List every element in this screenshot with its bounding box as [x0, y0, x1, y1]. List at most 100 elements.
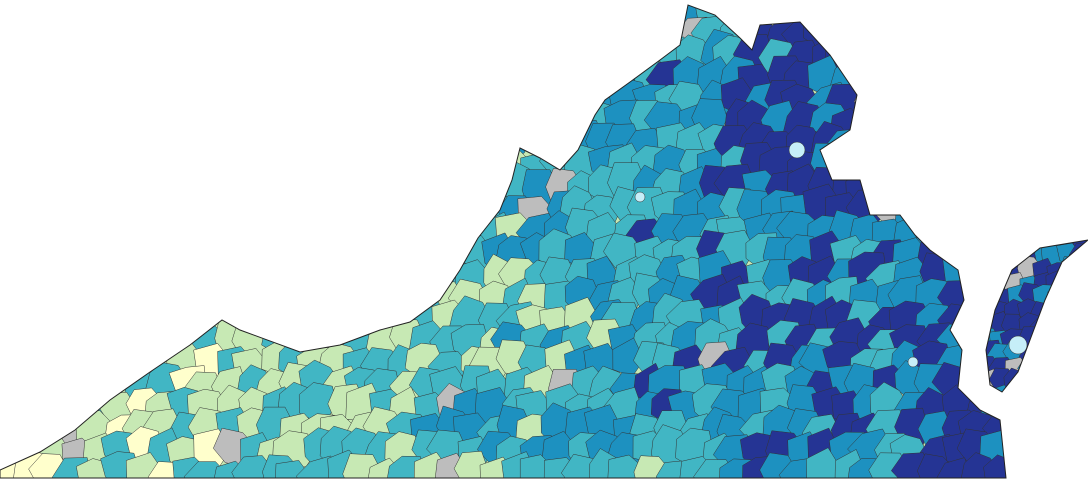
map-region: [31, 85, 73, 120]
map-region: [171, 77, 212, 116]
map-region: [898, 76, 933, 114]
map-region: [77, 102, 119, 143]
map-region: [1033, 325, 1059, 350]
eastern-shore-outline: [985, 239, 1088, 393]
map-region: [983, 454, 1006, 478]
map-region: [1056, 367, 1084, 392]
map-region: [937, 17, 977, 57]
map-region: [295, 303, 340, 341]
map-region: [917, 195, 958, 232]
map-region: [272, 148, 318, 188]
map-region: [274, 192, 313, 230]
map-region: [1014, 370, 1040, 392]
map-region: [16, 126, 56, 161]
map-region: [493, 5, 530, 28]
map-region: [33, 107, 73, 140]
map-region: [191, 12, 229, 52]
map-region: [77, 235, 121, 273]
map-region: [231, 98, 268, 141]
map-region: [829, 140, 866, 179]
map-region: [34, 304, 75, 344]
map-region: [1058, 284, 1086, 310]
map-region: [936, 188, 977, 224]
map-region: [380, 103, 423, 144]
map-region: [324, 102, 362, 139]
map-region: [987, 205, 1006, 244]
map-region: [958, 206, 998, 250]
map-region: [124, 276, 167, 316]
map-region: [563, 36, 600, 70]
map-region: [99, 322, 140, 360]
map-region: [144, 38, 178, 74]
map-region: [957, 7, 995, 52]
map-region: [389, 169, 432, 204]
map-region: [916, 151, 954, 192]
map-region: [62, 16, 100, 56]
map-region: [471, 142, 515, 184]
map-region: [79, 323, 121, 359]
map-region: [128, 54, 163, 93]
map-region: [1069, 282, 1088, 306]
map-region: [430, 121, 470, 157]
map-region: [413, 149, 450, 188]
map-region: [0, 321, 33, 366]
map-region: [65, 237, 101, 272]
map-region: [322, 170, 364, 209]
map-region: [217, 21, 256, 56]
map-region: [236, 279, 275, 316]
map-region: [521, 35, 560, 74]
map-region: [547, 80, 584, 123]
map-region: [369, 76, 405, 117]
map-region: [318, 206, 359, 245]
state-outline: [0, 4, 1007, 479]
map-region: [341, 61, 383, 101]
map-region: [216, 191, 259, 230]
map-region: [31, 341, 75, 381]
map-region: [253, 211, 298, 246]
map-region: [0, 144, 34, 185]
map-region: [294, 257, 336, 293]
map-region: [382, 124, 423, 160]
map-region: [759, 452, 797, 478]
map-region: [32, 61, 75, 100]
map-region: [1035, 340, 1060, 367]
map-region: [891, 64, 928, 103]
map-region: [468, 102, 511, 140]
map-region: [0, 32, 26, 72]
map-region: [340, 149, 379, 187]
map-region: [386, 185, 427, 223]
map-region: [168, 144, 208, 183]
map-region: [129, 235, 169, 277]
map-region: [152, 235, 185, 269]
map-region: [196, 5, 235, 31]
map-region: [147, 20, 185, 60]
map-region: [259, 150, 298, 190]
map-region: [79, 81, 118, 123]
map-region: [40, 120, 79, 160]
map-region: [234, 171, 273, 202]
map-region: [171, 232, 209, 269]
map-region: [455, 5, 491, 28]
map-region: [982, 5, 1006, 28]
map-region: [57, 124, 95, 164]
map-region: [167, 211, 208, 251]
map-region: [79, 145, 117, 185]
map-region: [833, 11, 869, 54]
map-region: [565, 11, 603, 48]
map-region: [1072, 258, 1088, 284]
map-region: [101, 14, 140, 59]
map-region: [316, 55, 359, 96]
map-region: [16, 147, 57, 183]
map-region: [320, 5, 364, 36]
map-region: [61, 194, 105, 234]
map-region: [832, 5, 869, 30]
map-region: [513, 82, 552, 118]
map-region: [37, 12, 78, 46]
map-region: [389, 279, 430, 315]
map-region: [849, 144, 891, 182]
map-region: [188, 276, 230, 320]
map-region: [186, 73, 228, 120]
map-region: [581, 42, 623, 80]
map-region: [386, 455, 424, 478]
map-region: [389, 58, 426, 102]
